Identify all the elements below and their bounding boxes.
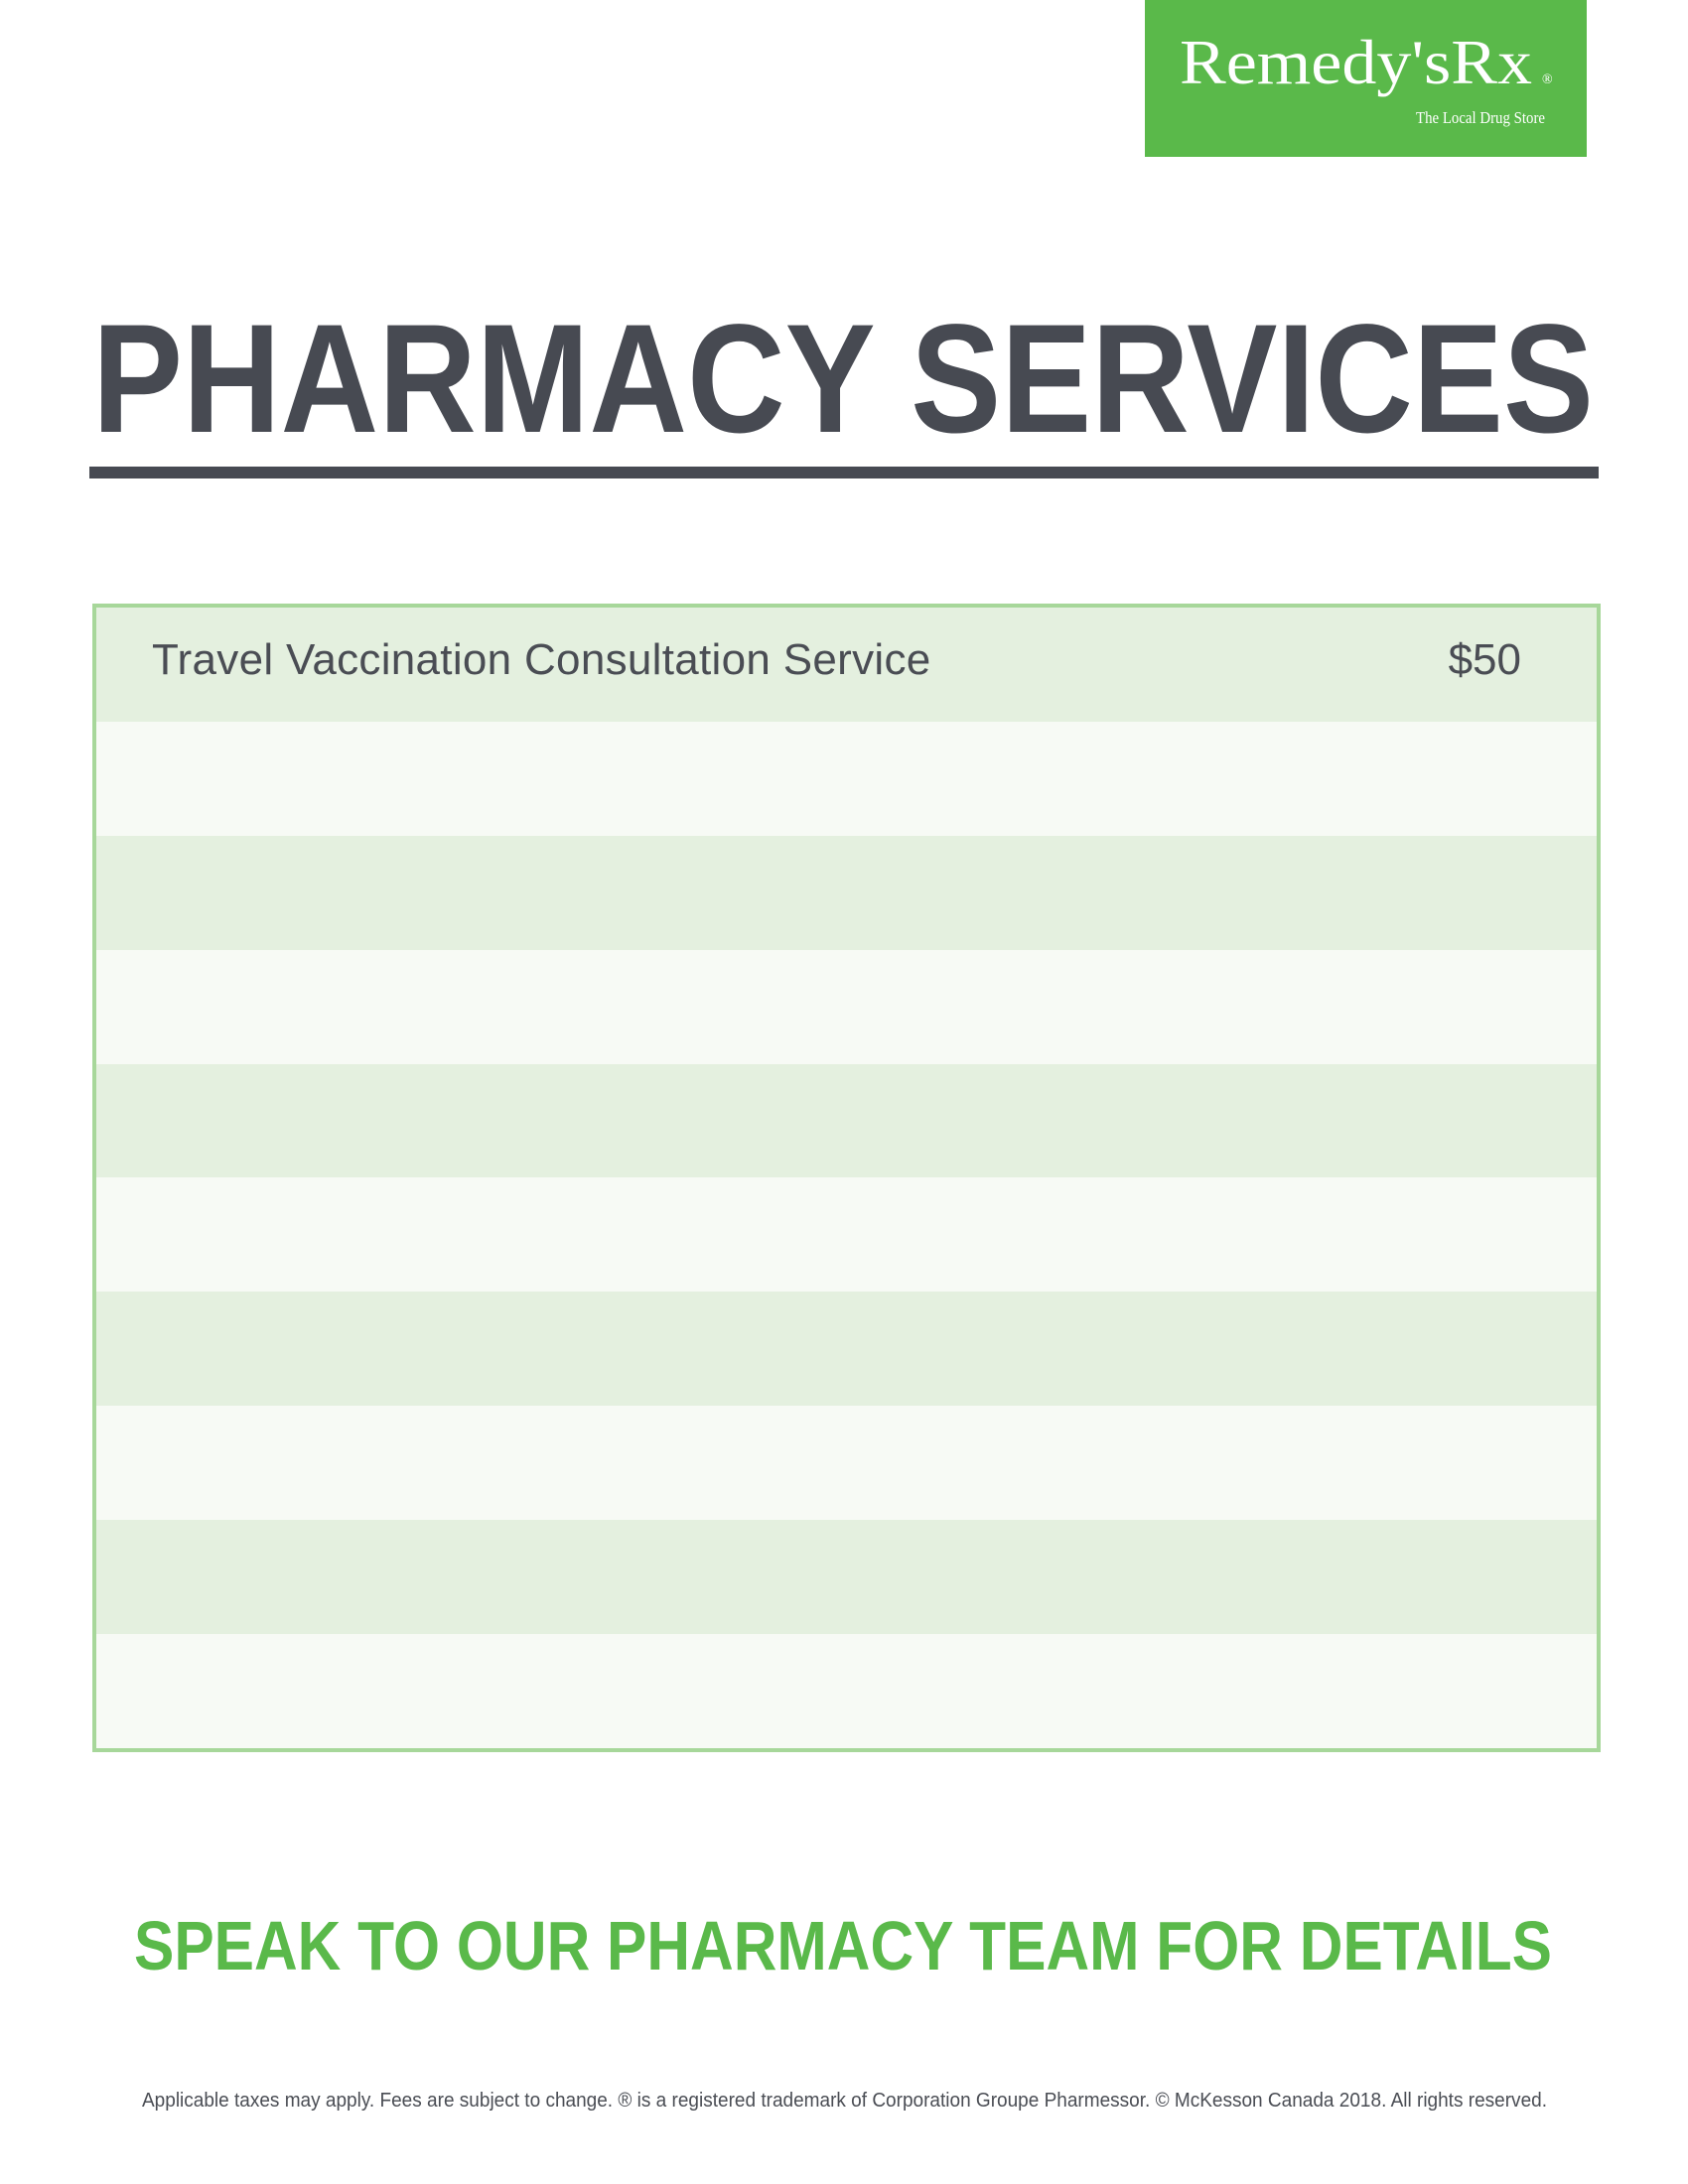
service-price: $50 — [1448, 635, 1521, 684]
cta-text: SPEAK TO OUR PHARMACY TEAM FOR DETAILS — [134, 1907, 1552, 1984]
page-title: PHARMACY SERVICES — [92, 293, 1594, 452]
table-row — [96, 1520, 1597, 1635]
brand-logo: Remedy'sRx ® The Local Drug Store — [1145, 0, 1587, 157]
table-row — [96, 1063, 1597, 1178]
table-row — [96, 1292, 1597, 1407]
title-divider — [89, 467, 1599, 478]
footer-wrap: Applicable taxes may apply. Fees are sub… — [142, 2090, 1547, 2112]
table-row — [96, 950, 1597, 1064]
services-table: Travel Vaccination Consultation Service $… — [92, 604, 1601, 1752]
logo-tagline: The Local Drug Store — [1416, 108, 1545, 127]
cta-wrap: SPEAK TO OUR PHARMACY TEAM FOR DETAILS — [134, 1907, 1552, 1984]
table-row: Travel Vaccination Consultation Service $… — [96, 608, 1597, 722]
table-row — [96, 1406, 1597, 1520]
logo-brand: Remedy'sRx — [1180, 27, 1532, 97]
logo-registered: ® — [1542, 72, 1553, 87]
page-title-wrap: PHARMACY SERVICES — [92, 293, 1594, 452]
service-name: Travel Vaccination Consultation Service — [152, 635, 931, 684]
table-row — [96, 835, 1597, 950]
table-row — [96, 1177, 1597, 1292]
footer-disclaimer: Applicable taxes may apply. Fees are sub… — [142, 2090, 1547, 2112]
table-row — [96, 1634, 1597, 1748]
table-row — [96, 722, 1597, 836]
